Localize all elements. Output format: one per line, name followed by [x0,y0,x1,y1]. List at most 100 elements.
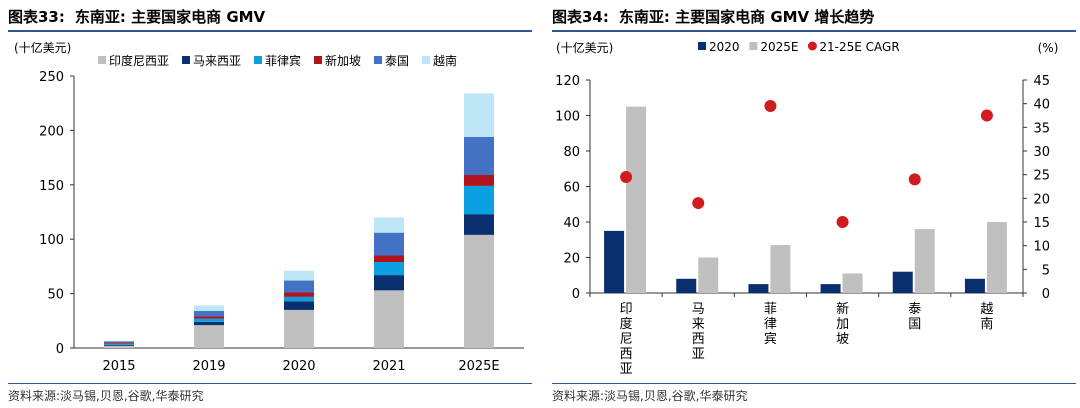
legend-label: 印度尼西亚 [109,53,169,68]
chart-title: 东南亚: 主要国家电商 GMV [74,8,266,26]
source-note: 资料来源:淡马锡,贝恩,谷歌,华泰研究 [8,389,204,403]
bar-segment [284,301,314,310]
stacked-bar-chart: (十亿美元) 印度尼西亚 马来西亚 菲律宾 新加坡 泰国 越南 0 50 100 150 200 250… [14,40,524,374]
cagr-point [908,173,921,186]
bar-segment [104,342,134,344]
bar [626,106,647,293]
y-left-tick-label: 20 [563,252,580,267]
y-tick-label: 100 [39,233,64,248]
bar-segment [104,340,134,342]
x-tick-label: 2021 [372,359,405,374]
y-left-tick-label: 100 [555,110,580,125]
legend-swatch [314,56,322,64]
title-rule [552,30,1076,32]
legend-label: 菲律宾 [265,53,301,68]
bar-segment [464,234,494,348]
bar-segment [374,262,404,276]
y-left-tick-label: 40 [563,216,580,231]
bar-segment [194,321,224,326]
legend-swatch [182,56,190,64]
cagr-point [980,109,993,122]
bar-segment [104,345,134,348]
bar [698,257,719,293]
x-tick-label: 2015 [102,359,135,374]
x-tick-label: 2025E [458,359,499,374]
chart-panel-gmv-growth: 图表34: 东南亚: 主要国家电商 GMV 增长趋势 (十亿美元) (%) 2020 2… [548,0,1076,408]
bar [892,271,913,293]
bar-segment [284,292,314,297]
legend-label: 21-25E CAGR [819,40,899,54]
x-tick-label: 2019 [192,359,225,374]
source-note: 资料来源:淡马锡,贝恩,谷歌,华泰研究 [552,389,748,403]
bar-segment [194,311,224,317]
unit-label-left: (十亿美元) [556,40,613,55]
bar-segment [284,270,314,281]
y-right-tick-label: 25 [1033,169,1050,184]
y-right-tick-label: 15 [1033,216,1050,231]
bar-segment [464,136,494,176]
legend-swatch [422,56,430,64]
cagr-point [620,171,633,184]
legend-label: 越南 [433,53,457,68]
y-right-tick-label: 40 [1033,98,1050,113]
bar [604,230,625,293]
bar-segment [464,93,494,137]
figure-label: 图表34: [552,8,609,26]
y-right-tick-label: 35 [1033,121,1050,136]
legend-marker [807,41,817,51]
chart-panel-gmv-stacked: 图表33: 东南亚: 主要国家电商 GMV (十亿美元) 印度尼西亚 马来西亚 菲律宾 新… [4,0,532,408]
combo-bar-scatter-chart: (十亿美元) (%) 2020 2025E 21-25E CAGR 0 20 40 60 80 10… [555,40,1059,377]
chart-title: 东南亚: 主要国家电商 GMV 增长趋势 [618,8,875,26]
bar [842,273,863,293]
bar [770,245,791,293]
bar [986,222,1007,293]
bar-segment [104,343,134,345]
unit-label-right: (%) [1038,41,1059,55]
x-tick-label: 越南 [980,302,993,332]
bar-segment [194,325,224,348]
bar [748,284,769,293]
bar-segment [104,341,134,343]
bar-segment [374,217,404,233]
bar [676,278,697,293]
x-tick-label: 新加坡 [836,301,849,347]
bar-segment [374,290,404,348]
legend-label: 2020 [709,40,740,54]
bar-segment [374,255,404,263]
bar-segment [284,296,314,302]
bar-segment [194,305,224,312]
legend-label: 2025E [760,40,798,54]
bar-segment [194,318,224,322]
y-left-tick-label: 80 [563,145,580,160]
cagr-point [836,216,849,228]
bar-segment [374,275,404,291]
cagr-point [764,100,777,113]
bar-segment [194,316,224,319]
legend-swatch [749,42,758,50]
figure-title: 图表34: 东南亚: 主要国家电商 GMV 增长趋势 [552,6,874,27]
y-tick-label: 0 [56,342,64,357]
figure-label: 图表33: [8,8,65,26]
y-tick-label: 50 [47,288,64,303]
y-left-tick-label: 0 [572,287,580,302]
source-rule [552,383,1076,384]
y-right-tick-label: 30 [1033,145,1050,160]
y-tick-label: 200 [39,124,64,139]
legend-swatch [98,56,106,64]
x-tick-label: 马来西亚 [692,302,705,362]
x-tick-label: 印度尼西亚 [620,302,633,377]
bar-segment [464,175,494,186]
legend-swatch [254,56,262,64]
y-right-tick-label: 20 [1033,192,1050,207]
legend-label: 新加坡 [325,53,361,68]
y-left-tick-label: 60 [563,181,580,196]
bar-segment [104,344,134,346]
y-left-tick-label: 120 [555,74,580,89]
bar-segment [374,232,404,256]
bar [820,284,841,293]
y-tick-label: 150 [39,179,64,194]
x-tick-label: 泰国 [908,302,921,332]
bar [964,278,985,293]
bar-segment [464,185,494,215]
y-right-tick-label: 5 [1042,263,1050,278]
